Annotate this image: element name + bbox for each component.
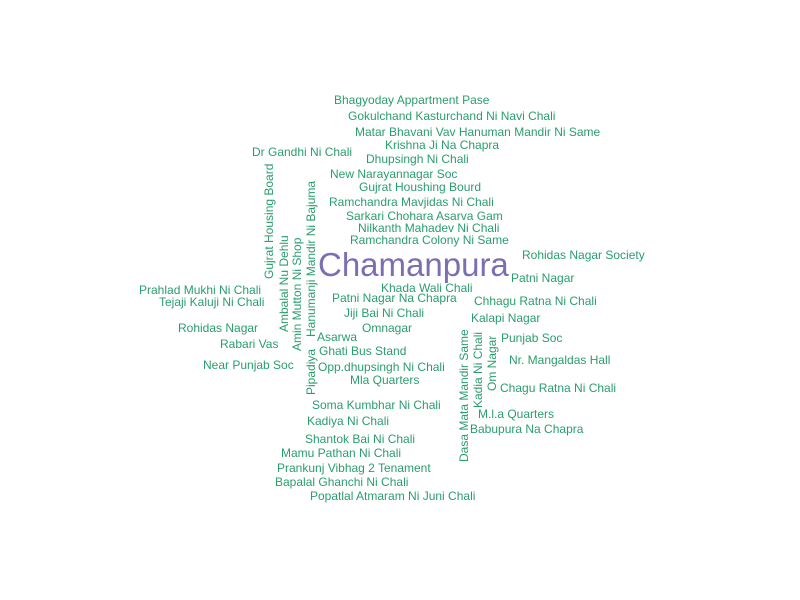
cloud-word: Jiji Bai Ni Chali bbox=[344, 306, 425, 320]
cloud-word: Krishna Ji Na Chapra bbox=[385, 138, 500, 152]
cloud-title: Chamanpura bbox=[318, 246, 509, 283]
cloud-word: Dr Gandhi Ni Chali bbox=[252, 145, 353, 159]
cloud-word: New Narayannagar Soc bbox=[330, 167, 458, 181]
cloud-word: Asarwa bbox=[317, 330, 358, 344]
cloud-word: Opp.dhupsingh Ni Chali bbox=[318, 360, 445, 374]
cloud-word: Mamu Pathan Ni Chali bbox=[281, 446, 402, 460]
cloud-word: Prankunj Vibhag 2 Tenament bbox=[277, 461, 431, 475]
cloud-word: Sarkari Chohara Asarva Gam bbox=[346, 209, 503, 223]
cloud-word-vertical: Gujrat Housing Board bbox=[262, 163, 276, 279]
cloud-word: Kalapi Nagar bbox=[471, 311, 541, 325]
cloud-word: Rohidas Nagar bbox=[178, 321, 259, 335]
cloud-word-vertical: Om Nagar bbox=[485, 335, 499, 391]
cloud-word: Soma Kumbhar Ni Chali bbox=[312, 398, 441, 412]
cloud-word: Prahlad Mukhi Ni Chali bbox=[139, 283, 262, 297]
cloud-word: Nr. Mangaldas Hall bbox=[509, 353, 611, 367]
cloud-word: Patni Nagar Na Chapra bbox=[332, 291, 457, 305]
cloud-word: Dhupsingh Ni Chali bbox=[366, 152, 469, 166]
cloud-word: Gokulchand Kasturchand Ni Navi Chali bbox=[348, 109, 556, 123]
cloud-word: Bapalal Ghanchi Ni Chali bbox=[275, 475, 409, 489]
cloud-word: Shantok Bai Ni Chali bbox=[305, 432, 416, 446]
cloud-word: Ghati Bus Stand bbox=[319, 344, 407, 358]
cloud-word: Nilkanth Mahadev Ni Chali bbox=[358, 221, 500, 235]
cloud-word: Omnagar bbox=[362, 321, 413, 335]
cloud-word: Rohidas Nagar Society bbox=[522, 248, 645, 262]
cloud-word: Mla Quarters bbox=[350, 373, 420, 387]
cloud-word: Rabari Vas bbox=[220, 337, 279, 351]
cloud-word: Chagu Ratna Ni Chali bbox=[500, 381, 617, 395]
cloud-word: Ramchandra Colony Ni Same bbox=[350, 233, 509, 247]
cloud-word: Bhagyoday Appartment Pase bbox=[334, 93, 490, 107]
cloud-word-vertical: Ambalal Nu Dehlu bbox=[277, 235, 291, 332]
cloud-word: Khada Wali Chali bbox=[381, 281, 473, 295]
cloud-word: Tejaji Kaluji Ni Chali bbox=[159, 295, 265, 309]
cloud-word: Popatlal Atmaram Ni Juni Chali bbox=[310, 489, 476, 503]
cloud-word: Matar Bhavani Vav Hanuman Mandir Ni Same bbox=[355, 125, 601, 139]
cloud-word: Kadiya Ni Chali bbox=[307, 414, 390, 428]
cloud-word-vertical: Amin Mutton Ni Shop bbox=[290, 237, 304, 351]
cloud-word: Gujrat Houshing Bourd bbox=[359, 180, 482, 194]
cloud-word: Punjab Soc bbox=[501, 331, 563, 345]
cloud-word: Babupura Na Chapra bbox=[470, 422, 584, 436]
cloud-word-vertical: Hanumanji Mandir Ni Bajuma bbox=[304, 180, 318, 337]
cloud-word-vertical: Pipadiya bbox=[304, 348, 318, 395]
cloud-word: M.l.a Quarters bbox=[478, 407, 555, 421]
cloud-word: Patni Nagar bbox=[511, 271, 575, 285]
cloud-word: Chhagu Ratna Ni Chali bbox=[474, 294, 597, 308]
cloud-word: Near Punjab Soc bbox=[203, 358, 294, 372]
cloud-word-vertical: Dasa Mata Mandir Same bbox=[457, 329, 471, 462]
cloud-word: Ramchandra Mavjidas Ni Chali bbox=[329, 195, 494, 209]
cloud-word-vertical: Kadia Ni Chali bbox=[471, 331, 485, 408]
